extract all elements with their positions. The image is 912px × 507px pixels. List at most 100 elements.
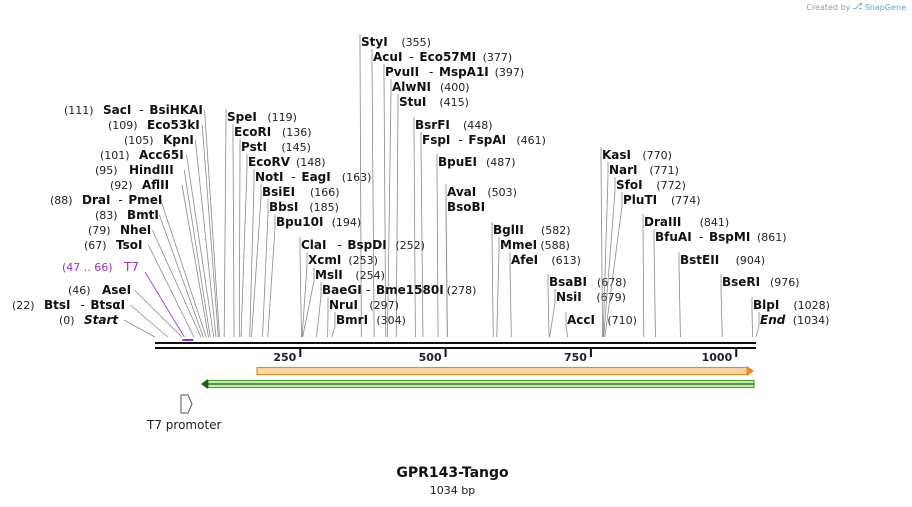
site-name: BsoBI xyxy=(447,200,485,214)
site-leader-line xyxy=(204,109,220,338)
site-leader-line xyxy=(183,169,211,338)
restriction-site-acc65i[interactable]: (101) Acc65I xyxy=(100,148,215,338)
restriction-site-bsiei[interactable]: BsiEI (166) xyxy=(251,184,340,338)
t7-promoter-label[interactable]: T7 promoter xyxy=(147,418,222,432)
restriction-site-bfuai[interactable]: BfuAI - BspMI (861) xyxy=(653,229,787,338)
site-position: (254) xyxy=(355,269,385,282)
site-name: MmeI xyxy=(500,238,537,252)
primer-t7[interactable]: (47 .. 66) T7 xyxy=(62,260,194,341)
site-position: (613) xyxy=(551,254,581,267)
restriction-site-avai[interactable]: AvaI (503) xyxy=(445,184,517,338)
restriction-site-bbsi[interactable]: BbsI (185) xyxy=(262,199,339,338)
site-name: TsoI xyxy=(116,238,142,252)
restriction-site-xcmi[interactable]: XcmI (253) xyxy=(301,252,378,338)
restriction-site-sfoi[interactable]: SfoI (772) xyxy=(603,177,686,338)
restriction-site-fspi[interactable]: FspI - FspAI (461) xyxy=(420,132,546,338)
restriction-site-alwni[interactable]: AlwNI (400) xyxy=(387,79,470,338)
site-position: (841) xyxy=(700,216,730,229)
restriction-site-psti[interactable]: PstI (145) xyxy=(238,139,311,338)
site-position: (377) xyxy=(483,51,513,64)
site-leader-line xyxy=(491,222,494,338)
restriction-site-nari[interactable]: NarI (771) xyxy=(602,162,679,338)
site-position: (185) xyxy=(309,201,339,214)
site-leader-line xyxy=(413,117,416,338)
site-position: (355) xyxy=(401,36,431,49)
restriction-site-acui[interactable]: AcuI - Eco57MI (377) xyxy=(371,49,513,338)
site-position: (772) xyxy=(656,179,686,192)
restriction-site-bmri[interactable]: BmrI (304) xyxy=(331,312,406,338)
site-name-alt: EagI xyxy=(301,170,330,184)
restriction-site-bsrfi[interactable]: BsrFI (448) xyxy=(413,117,493,338)
restriction-site-msli[interactable]: MslI (254) xyxy=(302,267,385,338)
restriction-site-draiii[interactable]: DraIII (841) xyxy=(642,214,730,338)
site-name: NsiI xyxy=(556,290,582,304)
site-leader-line xyxy=(148,244,195,338)
restriction-site-blpi[interactable]: BlpI (1028) xyxy=(751,297,830,338)
restriction-site-drai[interactable]: (88) DraI - PmeI xyxy=(50,193,207,338)
restriction-site-baegi[interactable]: BaeGI - Bme1580I (278) xyxy=(316,282,477,338)
site-name-alt: BtsαI xyxy=(90,298,125,312)
restriction-site-saci[interactable]: (111) SacI - BsiHKAI xyxy=(64,103,220,338)
primer-name: T7 xyxy=(123,260,139,274)
site-leader-line xyxy=(653,229,656,338)
orange-feature-bar[interactable] xyxy=(256,366,748,376)
restriction-site-mmei[interactable]: MmeI (588) xyxy=(496,237,570,338)
restriction-site-tsoi[interactable]: (67) TsoI xyxy=(84,238,195,338)
site-leader-line xyxy=(123,319,156,338)
restriction-site-pluti[interactable]: PluTI (774) xyxy=(604,192,701,338)
site-leader-line xyxy=(420,132,424,338)
restriction-site-spei[interactable]: SpeI (119) xyxy=(223,109,297,338)
site-name: Bpu10I xyxy=(276,215,323,229)
restriction-site-end[interactable]: End (1034) xyxy=(755,312,829,338)
site-separator: - xyxy=(118,193,122,207)
site-name: AlwNI xyxy=(392,80,431,94)
restriction-site-nhei[interactable]: (79) NheI xyxy=(88,223,202,338)
t7-promoter-feature-icon[interactable] xyxy=(180,394,193,414)
restriction-site-hindiii[interactable]: (95) HindIII xyxy=(95,163,211,338)
site-leader-line xyxy=(232,124,235,338)
site-position: (448) xyxy=(463,119,493,132)
site-name-alt: BsiHKAI xyxy=(149,103,203,117)
restriction-site-bpuei[interactable]: BpuEI (487) xyxy=(436,154,516,338)
restriction-site-ecori[interactable]: EcoRI (136) xyxy=(232,124,312,338)
site-position: (105) xyxy=(124,134,154,147)
restriction-site-bglii[interactable]: BglII (582) xyxy=(491,222,571,338)
restriction-site-nrui[interactable]: NruI (297) xyxy=(327,297,399,338)
site-leader-line xyxy=(331,312,336,338)
restriction-site-start[interactable]: (0) Start xyxy=(59,313,156,338)
restriction-site-bsteii[interactable]: BstEII (904) xyxy=(678,252,765,338)
site-position: (304) xyxy=(376,314,406,327)
site-leader-line xyxy=(186,154,215,338)
restriction-site-bsabi[interactable]: BsaBI (678) xyxy=(547,274,627,338)
restriction-site-kasi[interactable]: KasI (770) xyxy=(600,147,672,338)
restriction-site-noti[interactable]: NotI - EagI (163) xyxy=(249,169,372,338)
restriction-site-bmti[interactable]: (83) BmtI xyxy=(95,208,204,338)
site-name: BfuAI xyxy=(655,230,692,244)
ruler-tick-label: 750 xyxy=(564,351,587,364)
restriction-site-styi[interactable]: StyI (355) xyxy=(359,34,431,338)
site-position: (145) xyxy=(281,141,311,154)
site-name-alt: Bme1580I xyxy=(376,283,444,297)
restriction-site-acci[interactable]: AccI (710) xyxy=(565,312,637,338)
restriction-site-eco53ki[interactable]: (109) Eco53kI xyxy=(108,118,219,338)
restriction-site-asei[interactable]: (46) AseI xyxy=(68,283,183,338)
restriction-site-clai[interactable]: ClaI - BspDI (252) xyxy=(299,237,425,338)
site-position: (194) xyxy=(332,216,362,229)
restriction-site-pvuii[interactable]: PvuII - MspA1I (397) xyxy=(383,64,524,338)
restriction-site-bpu10i[interactable]: Bpu10I (194) xyxy=(267,214,362,338)
restriction-site-stui[interactable]: StuI (415) xyxy=(395,94,469,338)
site-name: KasI xyxy=(602,148,631,162)
restriction-site-bsobi[interactable]: BsoBI xyxy=(445,199,485,338)
restriction-site-kpni[interactable]: (105) KpnI xyxy=(124,133,217,338)
site-name: HindIII xyxy=(129,163,174,177)
restriction-site-aflii[interactable]: (92) AflII xyxy=(110,178,209,338)
restriction-site-nsii[interactable]: NsiI (679) xyxy=(549,289,626,338)
site-position: (400) xyxy=(440,81,470,94)
restriction-site-bseri[interactable]: BseRI (976) xyxy=(720,274,800,338)
restriction-site-ecorv[interactable]: EcoRV (148) xyxy=(240,154,326,338)
site-leader-line xyxy=(549,289,556,338)
restriction-site-btsi[interactable]: (22) BtsI - BtsαI xyxy=(12,298,169,338)
restriction-site-afei[interactable]: AfeI (613) xyxy=(509,252,581,338)
site-name: NotI xyxy=(255,170,284,184)
